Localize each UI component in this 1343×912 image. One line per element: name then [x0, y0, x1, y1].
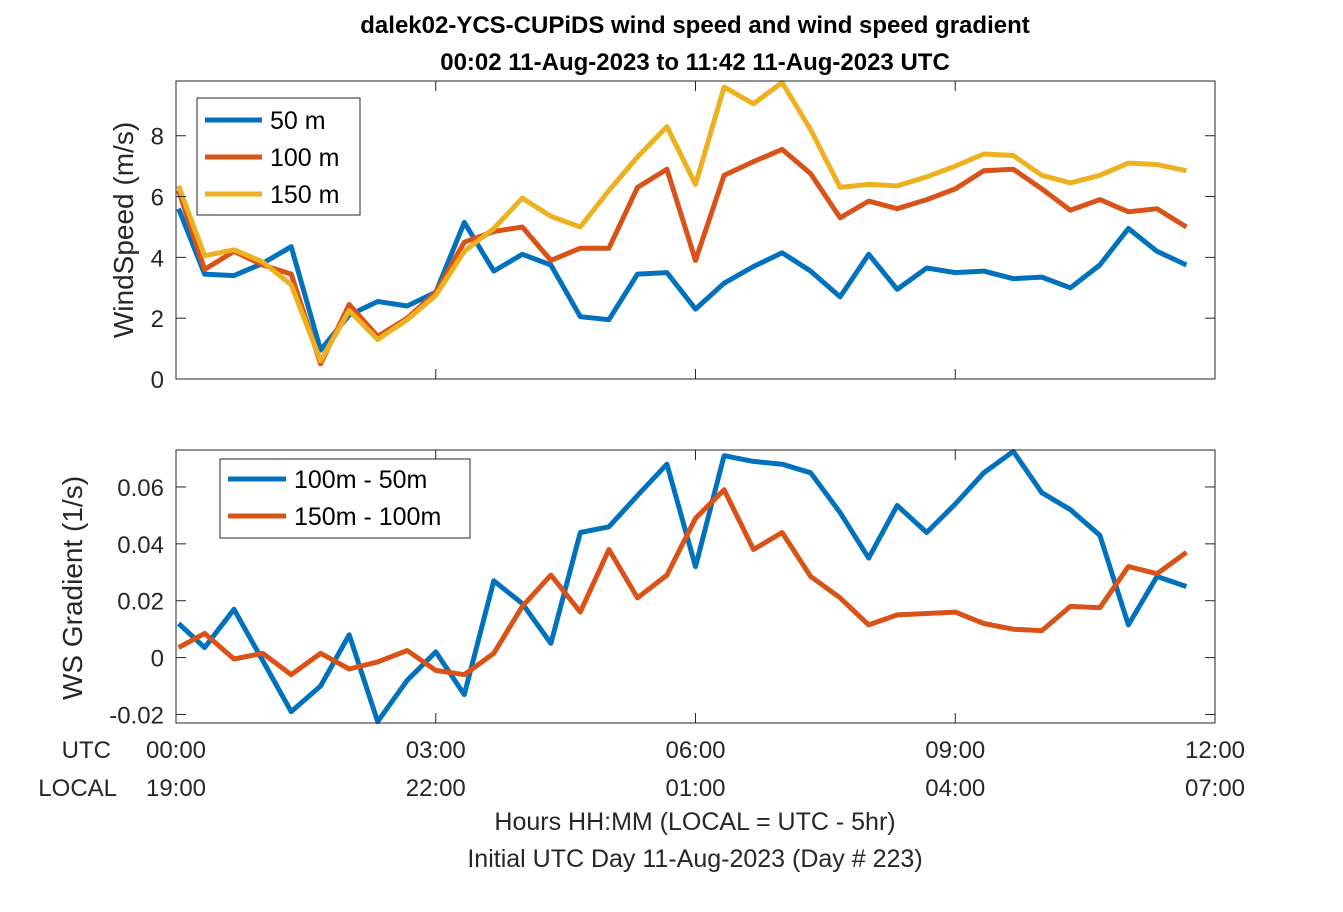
gradient-panel: -0.02 0 0.02 0.04 0.06 WS Gradient (1/s) 100… — [57, 448, 1216, 729]
windspeed-panel: 0 2 4 6 8 WindSpeed (m/s) 50 m 100 m 150 m — [108, 80, 1216, 394]
legend-label-100m: 100 m — [270, 144, 339, 172]
local-tick-label: 19:00 — [146, 775, 206, 802]
windspeed-series-group — [176, 80, 1188, 367]
gradient-ytick-label: 0 — [151, 646, 164, 673]
gradient-legend: 100m - 50m 150m - 100m — [219, 458, 471, 539]
gradient-ytick-label: -0.02 — [109, 702, 164, 729]
chart-title-line1: dalek02-YCS-CUPiDS wind speed and wind s… — [360, 12, 1029, 39]
windspeed-legend: 50 m 100 m 150 m — [196, 97, 361, 216]
utc-tick-label: 09:00 — [925, 737, 985, 764]
gradient-axes-box — [175, 449, 1216, 724]
local-tick-label: 22:00 — [406, 775, 466, 802]
windspeed-ytick-label: 4 — [151, 245, 164, 272]
x-caption-line2: Initial UTC Day 11-Aug-2023 (Day # 223) — [467, 845, 922, 873]
windspeed-axes-box — [175, 80, 1216, 380]
gradient-series-line-1 — [177, 487, 1188, 678]
gradient-axes: -0.02 0 0.02 0.04 0.06 — [109, 450, 1216, 729]
gradient-series-line-0 — [176, 448, 1188, 725]
x-caption-line1: Hours HH:MM (LOCAL = UTC - 5hr) — [494, 808, 895, 836]
legend-label-150m: 150 m — [270, 181, 339, 209]
windspeed-ylabel: WindSpeed (m/s) — [108, 122, 139, 338]
legend-label-150m-100m: 150m - 100m — [294, 503, 441, 531]
xaxis-row-label-utc: UTC — [62, 737, 111, 764]
chart-title-line2: 00:02 11-Aug-2023 to 11:42 11-Aug-2023 U… — [440, 49, 950, 76]
local-tick-label: 01:00 — [665, 775, 725, 802]
windspeed-ytick-label: 0 — [151, 367, 164, 394]
local-tick-labels: 19:00 22:00 01:00 04:00 07:00 — [146, 775, 1245, 802]
legend-label-100m-50m: 100m - 50m — [294, 466, 427, 494]
utc-tick-label: 00:00 — [146, 737, 206, 764]
x-axis-labels: UTC LOCAL 00:00 03:00 06:00 09:00 12:00 19:0… — [38, 737, 1245, 873]
utc-tick-label: 12:00 — [1185, 737, 1245, 764]
gradient-ytick-label: 0.06 — [117, 475, 164, 502]
local-tick-label: 07:00 — [1185, 775, 1245, 802]
gradient-ytick-label: 0.04 — [117, 532, 164, 559]
gradient-ylabel: WS Gradient (1/s) — [57, 476, 88, 700]
windspeed-axes: 0 2 4 6 8 — [151, 81, 1216, 394]
windspeed-ytick-label: 8 — [151, 124, 164, 151]
legend-label-50m: 50 m — [270, 107, 326, 135]
local-tick-label: 04:00 — [925, 775, 985, 802]
gradient-ytick-label: 0.02 — [117, 589, 164, 616]
utc-tick-labels: 00:00 03:00 06:00 09:00 12:00 — [146, 737, 1245, 764]
gradient-series-group — [176, 448, 1188, 725]
utc-tick-label: 06:00 — [665, 737, 725, 764]
windspeed-ytick-label: 6 — [151, 185, 164, 212]
windspeed-series-line-2 — [176, 80, 1187, 364]
utc-tick-label: 03:00 — [406, 737, 466, 764]
windspeed-ytick-label: 2 — [151, 306, 164, 333]
gradient-legend-box — [219, 458, 471, 539]
xaxis-row-label-local: LOCAL — [38, 775, 117, 802]
